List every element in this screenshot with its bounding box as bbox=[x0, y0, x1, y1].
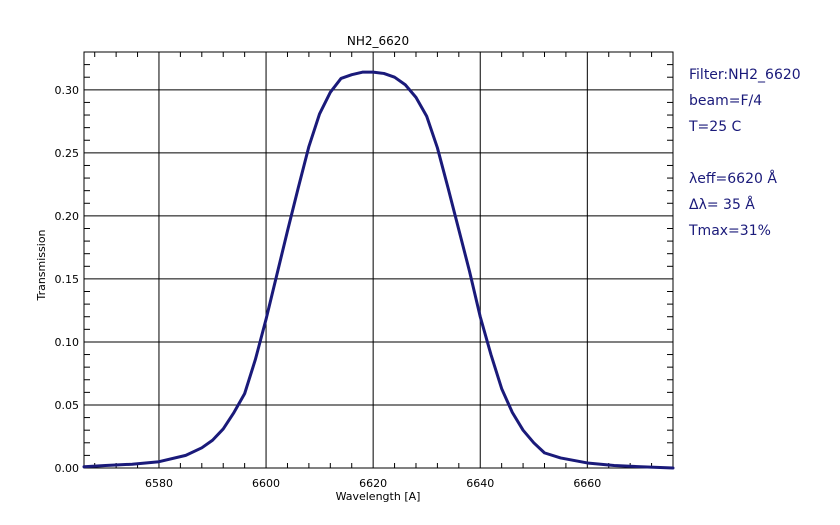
y-tick-label: 0.20 bbox=[55, 210, 80, 223]
y-tick-labels: 0.00 0.05 0.10 0.15 0.20 0.25 0.30 bbox=[55, 84, 80, 475]
plot-frame bbox=[83, 51, 674, 469]
x-tick-label: 6660 bbox=[573, 477, 601, 490]
x-tick-labels: 6580 6600 6620 6640 6660 bbox=[145, 477, 601, 490]
x-axis-label: Wavelength [A] bbox=[336, 490, 421, 503]
effective-wavelength-text: λeff=6620 Å bbox=[689, 170, 777, 187]
y-tick-label: 0.10 bbox=[55, 336, 80, 349]
filter-info-panel: Filter:NH2_6620 beam=F/4 T=25 C λeff=662… bbox=[688, 67, 801, 239]
x-tick-label: 6600 bbox=[252, 477, 280, 490]
bandwidth-text: Δλ= 35 Å bbox=[689, 196, 755, 213]
transmission-curve bbox=[82, 70, 675, 470]
y-tick-label: 0.25 bbox=[55, 147, 80, 160]
filter-name-text: Filter:NH2_6620 bbox=[689, 67, 801, 83]
y-tick-label: 0.30 bbox=[55, 84, 80, 97]
x-tick-label: 6640 bbox=[466, 477, 494, 490]
grid-lines bbox=[84, 52, 673, 469]
y-tick-label: 0.05 bbox=[55, 399, 80, 412]
max-transmission-text: Tmax=31% bbox=[688, 223, 771, 239]
x-tick-label: 6580 bbox=[145, 477, 173, 490]
temperature-text: T=25 C bbox=[688, 119, 742, 135]
beam-text: beam=F/4 bbox=[689, 93, 762, 109]
y-tick-label: 0.00 bbox=[55, 462, 80, 475]
minor-ticks bbox=[84, 51, 674, 468]
y-axis-label: Transmission bbox=[35, 229, 48, 301]
x-tick-label: 6620 bbox=[359, 477, 387, 490]
y-tick-label: 0.15 bbox=[55, 273, 80, 286]
chart-title: NH2_6620 bbox=[347, 34, 409, 48]
